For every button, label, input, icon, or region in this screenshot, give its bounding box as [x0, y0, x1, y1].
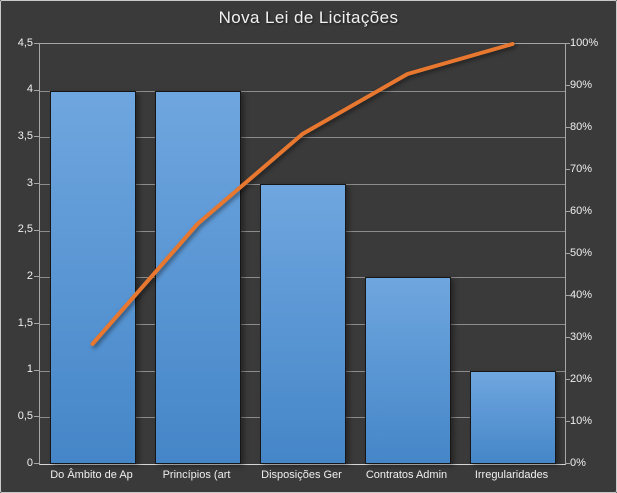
- right-axis-label: 90%: [570, 78, 593, 91]
- left-axis-tick: [34, 416, 39, 418]
- left-axis-label: 2: [26, 269, 33, 282]
- left-axis-label: 0,5: [17, 409, 33, 422]
- right-axis-label: 30%: [570, 330, 593, 343]
- left-axis-label: 1: [26, 363, 33, 376]
- left-axis-tick: [34, 323, 39, 324]
- category-label: Irregularidades: [474, 469, 549, 481]
- category-label: Disposições Ger: [261, 469, 342, 481]
- right-axis-tick: [565, 43, 570, 44]
- bar-Disposições Ger: [259, 184, 346, 464]
- right-axis-tick: [565, 379, 570, 380]
- category-label: Contratos Admin: [365, 469, 448, 481]
- category-label: Do Âmbito de Ap: [50, 469, 133, 481]
- right-axis-label: 50%: [570, 246, 593, 259]
- right-axis-label: 10%: [570, 414, 593, 427]
- left-axis-tick: [34, 369, 39, 371]
- plot-area: [39, 42, 566, 465]
- left-axis-label: 4: [26, 83, 33, 96]
- right-axis-tick: [565, 421, 570, 422]
- left-axis-tick: [34, 229, 39, 231]
- right-axis-tick: [565, 127, 570, 128]
- right-axis-label: 80%: [570, 120, 593, 133]
- left-axis-label: 0: [26, 456, 33, 469]
- left-axis-tick: [34, 89, 39, 91]
- right-axis-tick: [565, 295, 570, 296]
- right-axis-tick: [565, 337, 570, 338]
- right-axis-label: 100%: [570, 36, 599, 49]
- gridline: [40, 90, 565, 92]
- right-axis-label: 70%: [570, 162, 593, 175]
- bar-Contratos Admin: [364, 277, 451, 464]
- right-axis-label: 60%: [570, 204, 593, 217]
- left-axis-tick: [34, 183, 39, 184]
- right-axis-tick: [565, 169, 570, 170]
- left-axis-label: 2,5: [17, 223, 33, 236]
- left-axis-label: 3: [26, 176, 33, 189]
- left-axis-tick: [34, 136, 39, 138]
- bar-Irregularidades: [469, 370, 556, 464]
- left-axis-label: 1,5: [17, 316, 33, 329]
- right-axis-label: 0%: [570, 456, 586, 469]
- right-axis-tick: [565, 85, 570, 86]
- left-axis-label: 4,5: [17, 36, 33, 49]
- left-axis-tick: [34, 276, 39, 278]
- left-axis-tick: [34, 463, 39, 464]
- bar-Princípios (art: [154, 90, 241, 464]
- right-axis-tick: [565, 253, 570, 254]
- category-label: Princípios (art: [162, 469, 231, 481]
- chart-title: Nova Lei de Licitações: [218, 8, 399, 27]
- bar-Do Âmbito de Ap: [49, 90, 136, 464]
- cumulative-line: [90, 42, 515, 346]
- right-axis-tick: [565, 211, 570, 212]
- gridline: [40, 137, 565, 139]
- left-axis-tick: [34, 43, 39, 44]
- right-axis-tick: [565, 463, 570, 464]
- left-axis-label: 3,5: [17, 129, 33, 142]
- right-axis-label: 20%: [570, 372, 593, 385]
- right-axis-label: 40%: [570, 288, 593, 301]
